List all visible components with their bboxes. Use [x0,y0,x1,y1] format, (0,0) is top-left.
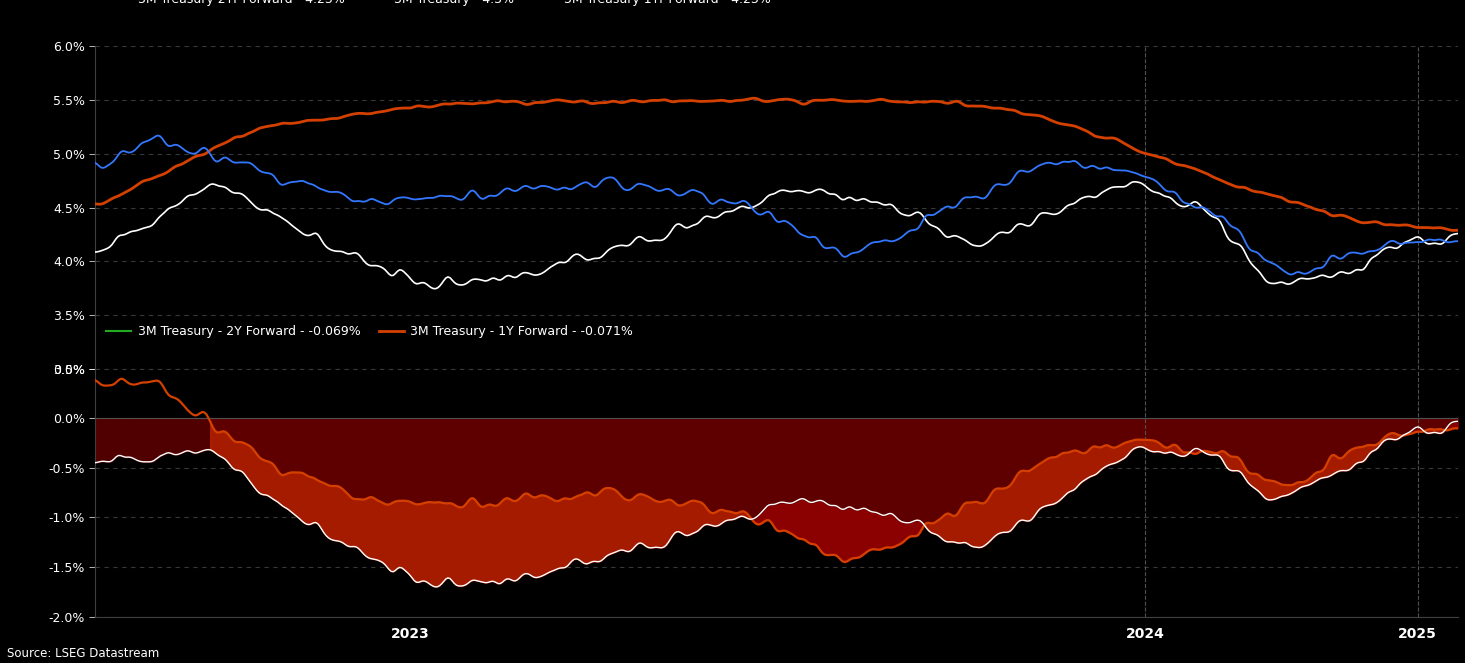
Legend: 3M Treasury 2Yr Forward - 4.23%, 3M Treasury - 4.3%, 3M Treasury 1Yr Forward - 4: 3M Treasury 2Yr Forward - 4.23%, 3M Trea… [101,0,776,11]
Legend: 3M Treasury - 2Y Forward - -0.069%, 3M Treasury - 1Y Forward - -0.071%: 3M Treasury - 2Y Forward - -0.069%, 3M T… [101,320,639,343]
Text: Source: LSEG Datastream: Source: LSEG Datastream [7,646,160,660]
